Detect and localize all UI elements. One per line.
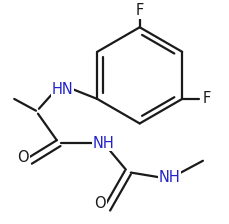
Text: O: O: [94, 196, 106, 211]
Text: F: F: [135, 3, 143, 18]
Text: HN: HN: [52, 82, 73, 97]
Text: O: O: [17, 150, 29, 165]
Text: NH: NH: [158, 170, 180, 185]
Text: NH: NH: [92, 136, 114, 151]
Text: F: F: [202, 91, 210, 106]
